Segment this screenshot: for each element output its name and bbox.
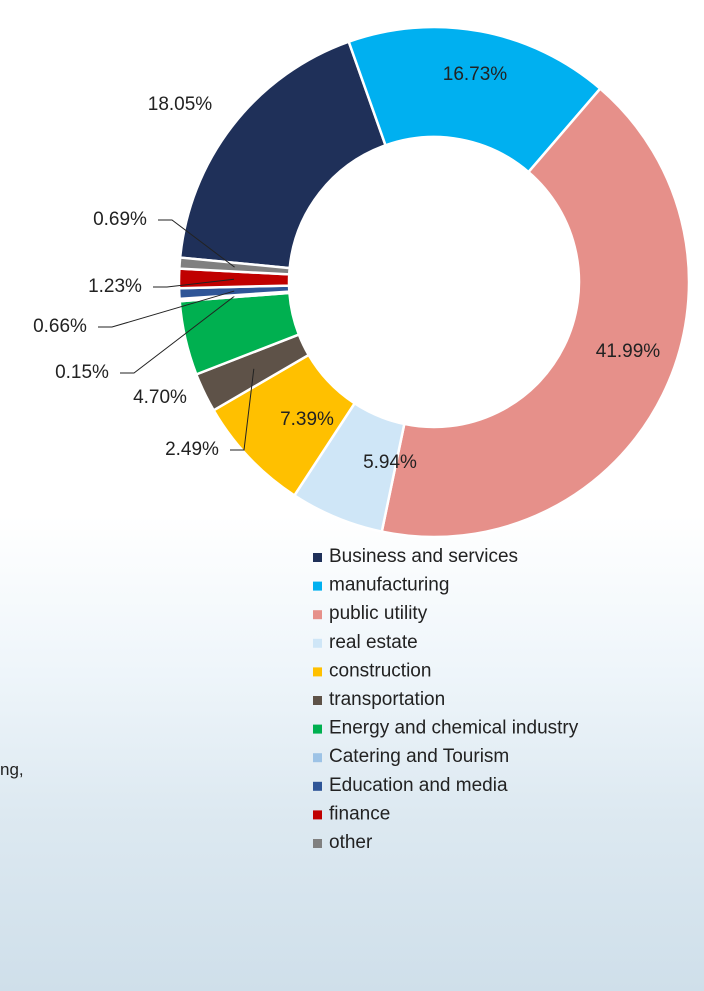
data-label: 7.39% <box>280 409 334 430</box>
legend-swatch <box>313 667 322 677</box>
legend-swatch <box>313 724 322 734</box>
leader-line <box>158 219 235 268</box>
legend-swatch <box>313 781 322 791</box>
data-label: 0.66% <box>33 316 87 337</box>
data-label: 0.69% <box>93 209 147 230</box>
data-label: 2.49% <box>165 439 219 460</box>
data-label: 4.70% <box>133 387 187 408</box>
legend-label: public utility <box>329 603 428 624</box>
legend-label: other <box>329 832 373 853</box>
legend-label: finance <box>329 803 390 824</box>
legend-swatch <box>313 839 322 848</box>
legend-swatch <box>313 610 322 620</box>
legend-swatch <box>313 581 322 591</box>
legend-label: Business and services <box>329 546 518 567</box>
legend-swatch <box>313 810 322 820</box>
data-label: 16.73% <box>443 64 508 85</box>
legend-label: manufacturing <box>329 575 449 596</box>
legend-swatch <box>313 553 322 562</box>
data-label: 41.99% <box>596 341 661 362</box>
data-label: 0.15% <box>55 362 109 383</box>
legend-swatch <box>313 638 322 648</box>
legend-label: construction <box>329 660 431 681</box>
leader-line <box>120 295 235 374</box>
donut-segment <box>178 40 388 270</box>
donut-segment <box>178 256 292 276</box>
legend-label: Education and media <box>329 775 508 796</box>
leader-line <box>153 278 235 288</box>
legend-swatch <box>313 753 322 763</box>
data-label: 1.23% <box>88 276 142 297</box>
donut-segment <box>380 86 691 539</box>
legend-label: Energy and chemical industry <box>329 718 579 739</box>
data-label: 18.05% <box>148 94 213 115</box>
data-label: 5.94% <box>363 452 417 473</box>
legend-label: Catering and Tourism <box>329 746 509 767</box>
leader-line <box>230 368 255 451</box>
leader-line <box>98 290 235 328</box>
side-text: ng, <box>0 760 24 779</box>
legend-swatch <box>313 696 322 705</box>
donut-segment <box>347 25 602 174</box>
legend-label: transportation <box>329 689 445 710</box>
legend-label: real estate <box>329 632 418 653</box>
